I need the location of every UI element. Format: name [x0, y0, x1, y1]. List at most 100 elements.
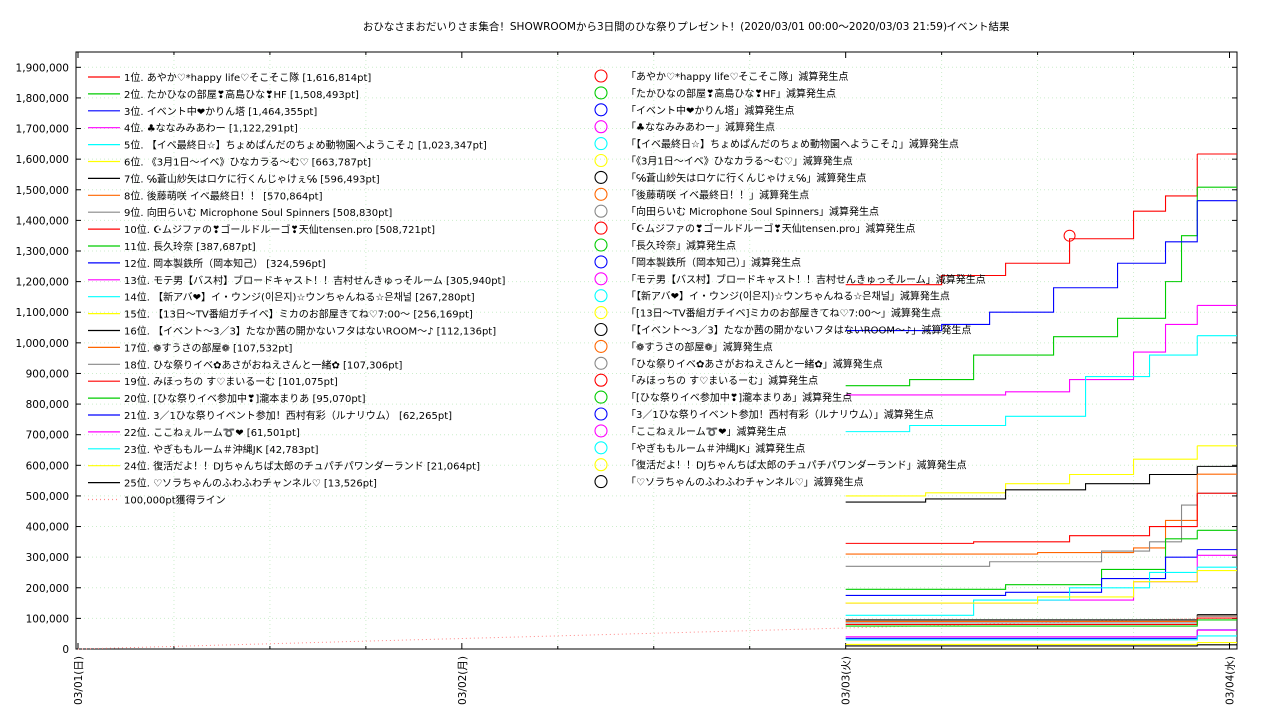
penalty-legend-label-11: 「長久玲奈」減算発生点 — [626, 239, 736, 252]
penalty-legend-marker-6 — [594, 153, 608, 168]
legend-label-1: 1位. あやか♡*happy life♡そこそこ隊 [1,616,814pt] — [124, 71, 371, 84]
penalty-legend-label-23: 「やぎももルーム＃沖縄JK」減算発生点 — [626, 442, 805, 455]
penalty-legend-label-4: 「♣ななみみあわー」減算発生点 — [626, 121, 775, 134]
legend-label-25: 25位. ♡ソラちゃんのふわふわチャンネル♡ [13,526pt] — [124, 477, 377, 490]
penalty-legend-label-6: 「《3月1日～イベ》ひなカラる～む♡」減算発生点 — [626, 155, 853, 168]
penalty-legend-marker-24 — [594, 458, 608, 472]
series-lines — [77, 153, 1237, 650]
legend-right: 「あやか♡*happy life♡そこそこ隊」減算発生点「たかひなの部屋❣高島ひ… — [594, 69, 986, 489]
y-tick-label: 1,900,000 — [16, 62, 69, 74]
legend-label-3: 3位. イベント中❤かりん塔 [1,464,355pt] — [124, 105, 317, 118]
series-line-4 — [845, 305, 1198, 396]
y-tick-label: 1,400,000 — [16, 215, 69, 227]
legend-label-23: 23位. やぎももルーム＃沖縄JK [42,783pt] — [124, 443, 319, 456]
penalty-legend-marker-19 — [594, 373, 608, 387]
legend-label-4: 4位. ♣ななみみあわー [1,122,291pt] — [124, 122, 298, 135]
legend-label-13: 13位. モテ男【バス村】ブロードキャスト！！吉村せんきゅっそルーム [305,… — [124, 274, 505, 287]
series-line-3 — [845, 200, 1198, 332]
penalty-legend-marker-18 — [594, 356, 608, 370]
penalty-legend-label-18: 「ひな祭りイベ✿あさがおねえさんと一緒✿」減算発生点 — [626, 357, 883, 370]
penalty-legend-marker-4 — [594, 120, 608, 134]
penalty-legend-marker-22 — [594, 424, 608, 438]
series-line-24 — [845, 642, 1198, 645]
penalty-legend-label-1: 「あやか♡*happy life♡そこそこ隊」減算発生点 — [626, 70, 848, 83]
penalty-point-marker — [1063, 229, 1076, 242]
y-tick-label: 1,300,000 — [16, 246, 69, 258]
y-tick-label: 800,000 — [26, 399, 69, 411]
penalty-markers — [1063, 229, 1076, 242]
y-tick-label: 600,000 — [26, 460, 69, 472]
series-line-9 — [845, 493, 1198, 567]
series-line-15 — [845, 570, 1198, 604]
y-tick-label: 1,100,000 — [16, 307, 69, 319]
penalty-legend-label-15: 「[13日～TV番組ガチイベ]ミカのお部屋きてね♡7:00～」減算発生点 — [626, 307, 941, 320]
penalty-legend-label-21: 「3／1ひな祭りイベント参加！西村有彩（ルナリウム）」減算発生点 — [626, 408, 934, 421]
x-tick-label: 03/04(水) — [1225, 656, 1237, 705]
penalty-legend-label-13: 「モテ男【バス村】ブロードキャスト！！吉村せんきゅっそルーム」減算発生点 — [626, 273, 986, 286]
series-line-1 — [845, 154, 1198, 286]
penalty-legend-label-5: 「【イベ最終日☆】ちょめぱんだのちょめ動物園へようこそ♫」減算発生点 — [626, 138, 959, 151]
penalty-legend-label-20: 「[ひな祭りイベ参加中❣]瀧本まりあ」減算発生点 — [626, 391, 852, 404]
series-line-23 — [845, 635, 1198, 641]
penalty-legend-marker-11 — [594, 238, 608, 252]
legend-left: 1位. あやか♡*happy life♡そこそこ隊 [1,616,814pt] 2… — [88, 71, 505, 507]
legend-label-22: 22位. ここねぇルーム➰❤ [61,501pt] — [124, 426, 300, 439]
penalty-legend-label-24: 「復活だよ！！DJちゃんちば太郎のチュパチパワンダーランド」減算発生点 — [626, 459, 967, 472]
legend-label-17: 17位. ❁すうさの部屋❁ [107,532pt] — [124, 341, 293, 354]
penalty-legend-marker-20 — [594, 390, 608, 404]
legend-label-24: 24位. 復活だよ！！DJちゃんちば太郎のチュパチパワンダーランド [21,06… — [124, 460, 480, 473]
series-line-12 — [845, 549, 1198, 596]
axes: 0 100,000 200,000 300,000 400,000 500,000 600,… — [16, 51, 1238, 705]
penalty-legend-label-14: 「【新アバ❤】イ・ウンジ(이은지)☆ウンちゃんねる☆은채널」減算発生点 — [626, 290, 950, 303]
series-line-8 — [845, 474, 1198, 555]
penalty-legend-marker-21 — [594, 407, 608, 421]
series-line-25 — [845, 644, 1198, 647]
y-tick-label: 400,000 — [26, 522, 69, 534]
legend-label-16: 16位. 【イベント～3／3】たなか茜の開かないフタはないROOM～♪ [112… — [124, 325, 496, 338]
y-tick-label: 1,700,000 — [16, 124, 69, 136]
penalty-legend-marker-14 — [594, 289, 608, 303]
penalty-legend-marker-16 — [594, 322, 608, 337]
legend-label-12: 12位. 岡本製鉄所（岡本知己） [324,596pt] — [124, 257, 326, 270]
y-tick-label: 1,200,000 — [16, 277, 69, 289]
penalty-legend-label-2: 「たかひなの部屋❣高島ひな❣HF」減算発生点 — [626, 87, 836, 100]
legend-label-11: 11位. 長久玲奈 [387,687pt] — [124, 240, 256, 253]
y-tick-label: 700,000 — [26, 430, 69, 442]
y-tick-label: 0 — [62, 644, 69, 656]
series-line-11 — [845, 530, 1198, 590]
penalty-legend-marker-10 — [594, 221, 608, 235]
penalty-legend-marker-17 — [594, 339, 608, 353]
legend-label-reference: 100,000pt獲得ライン — [124, 494, 226, 507]
penalty-legend-marker-23 — [594, 441, 608, 455]
legend-label-14: 14位. 【新アバ❤】イ・ウンジ(이은지)☆ウンちゃんねる☆은채널 [267,2… — [124, 291, 475, 304]
x-tick-label: 03/02(月) — [457, 656, 469, 705]
penalty-legend-marker-12 — [594, 255, 608, 269]
penalty-legend-label-7: 「℅蒼山紗矢はロケに行くんじゃけぇ℅」減算発生点 — [626, 171, 866, 184]
penalty-legend-marker-15 — [594, 306, 608, 320]
penalty-legend-marker-25 — [594, 475, 608, 489]
legend-label-19: 19位. みほっちの す♡まいるーむ [101,075pt] — [124, 375, 338, 388]
legend-label-6: 6位. 《3月1日～イベ》ひなカラる～む♡ [663,787pt] — [124, 156, 371, 169]
plot-frame — [75, 51, 1238, 650]
legend-label-9: 9位. 向田らいむ Microphone Soul Spinners [508,… — [124, 206, 392, 219]
penalty-legend-marker-8 — [594, 187, 608, 201]
y-tick-label: 1,500,000 — [16, 185, 69, 197]
y-tick-label: 1,800,000 — [16, 93, 69, 105]
legend-label-7: 7位. ℅蒼山紗矢はロケに行くんじゃけぇ℅ [596,493pt] — [124, 172, 380, 185]
y-tick-label: 200,000 — [26, 583, 69, 595]
legend-label-8: 8位. 後藤萌咲 イベ最終日！！ [570,864pt] — [124, 189, 323, 202]
legend-label-10: 10位. ☪ムジファの❣ゴールドルーゴ❣天仙tensen.pro [508,72… — [124, 223, 435, 236]
series-line-22 — [845, 630, 1198, 638]
series-line-6 — [845, 445, 1198, 497]
legend-label-5: 5位. 【イベ最終日☆】ちょめぱんだのちょめ動物園へようこそ♫ [1,023,3… — [124, 139, 487, 152]
chart-title: おひなさまおだいりさま集合！SHOWROOMから3日間のひな祭りプレゼント！(2… — [363, 20, 947, 33]
penalty-legend-marker-9 — [594, 204, 608, 218]
penalty-legend-label-9: 「向田らいむ Microphone Soul Spinners」減算発生点 — [626, 205, 879, 218]
legend-label-20: 20位. [ひな祭りイベ参加中❣]瀧本まりあ [95,070pt] — [124, 392, 366, 405]
x-tick-label: 03/01(日) — [73, 656, 85, 705]
penalty-legend-label-12: 「岡本製鉄所（岡本知己）」減算発生点 — [626, 256, 801, 269]
penalty-legend-marker-1 — [594, 69, 608, 83]
x-tick-label: 03/03(火) — [841, 656, 853, 705]
legend-label-21: 21位. 3／1ひな祭りイベント参加！西村有彩（ルナリウム） [62,265pt… — [124, 409, 452, 422]
